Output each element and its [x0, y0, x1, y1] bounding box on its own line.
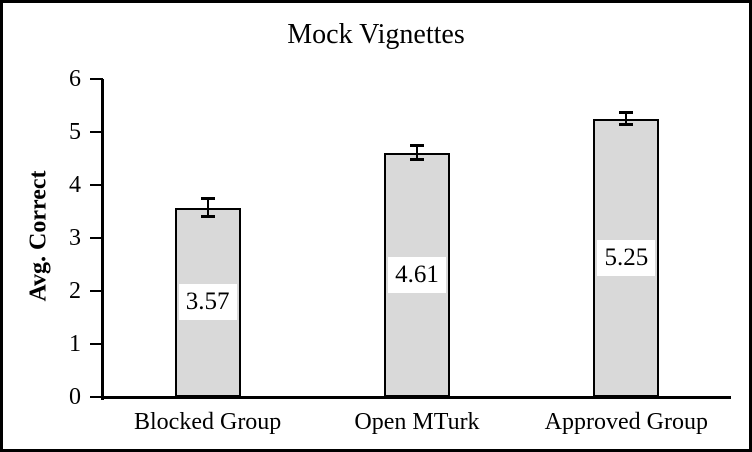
- y-axis-tick: [90, 184, 103, 186]
- y-axis-tick-label: 2: [69, 278, 81, 304]
- x-axis-category-label: Open MTurk: [354, 409, 480, 435]
- y-axis-tick-label: 5: [69, 119, 81, 145]
- error-bar-cap-top: [410, 144, 424, 148]
- x-axis-category-label: Approved Group: [544, 409, 708, 435]
- y-axis-tick-label: 0: [69, 384, 81, 410]
- error-bar: [416, 145, 418, 161]
- x-axis-line: [101, 396, 731, 399]
- bar-value-label: 4.61: [388, 256, 446, 293]
- y-axis-tick-label: 3: [69, 225, 81, 251]
- bar-value-label: 5.25: [597, 239, 656, 276]
- error-bar-cap-top: [619, 111, 634, 115]
- y-axis-tick: [90, 290, 103, 292]
- y-axis-tick: [90, 78, 103, 80]
- y-axis-tick: [90, 396, 103, 398]
- y-axis-tick: [90, 343, 103, 345]
- error-bar: [206, 198, 209, 218]
- chart-title: Mock Vignettes: [287, 19, 465, 50]
- y-axis-tick-label: 6: [69, 66, 81, 92]
- error-bar-cap-bottom: [200, 215, 215, 219]
- y-axis-tick: [90, 237, 103, 239]
- error-bar-cap-bottom: [619, 123, 634, 127]
- y-axis-tick-label: 4: [69, 172, 81, 198]
- error-bar: [625, 112, 628, 126]
- error-bar-cap-bottom: [410, 158, 424, 162]
- y-axis-tick: [90, 131, 103, 133]
- y-axis-tick-label: 1: [69, 331, 81, 357]
- plot-area: 0 1 2 3 4 5 6 3.57 Blocked Group 4.61 Open MTurk 5.…: [3, 3, 749, 449]
- error-bar-cap-top: [200, 197, 215, 201]
- x-axis-category-label: Blocked Group: [134, 409, 282, 435]
- y-axis-line: [101, 79, 104, 400]
- bar-value-label: 3.57: [178, 284, 237, 321]
